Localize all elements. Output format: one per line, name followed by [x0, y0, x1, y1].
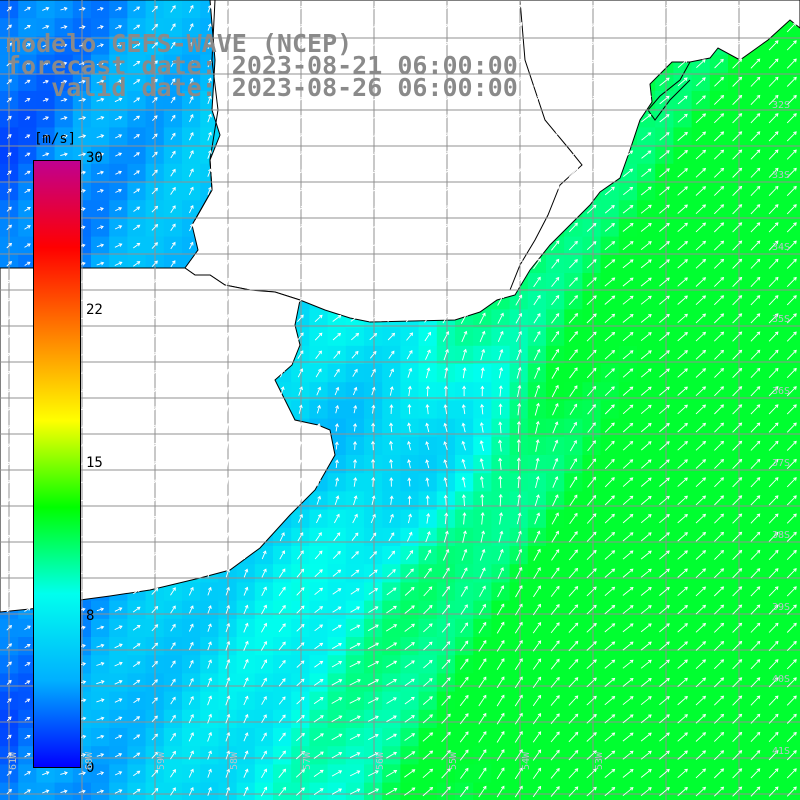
lon-label: 58W — [229, 751, 240, 770]
lat-label: 35S — [772, 314, 791, 325]
lat-label: 32S — [772, 100, 791, 111]
colorbar-unit: [m/s] — [34, 131, 77, 147]
wind-cell — [782, 782, 800, 800]
lat-label: 36S — [772, 386, 791, 397]
lat-label: 33S — [772, 170, 791, 181]
lat-label: 34S — [772, 242, 791, 253]
lat-label: 38S — [772, 530, 791, 541]
lon-label: 60W — [84, 751, 95, 770]
lat-label: 41S — [772, 746, 791, 757]
lon-label: 54W — [521, 751, 532, 770]
lat-label: 39S — [772, 602, 791, 613]
valid-date: valid date: 2023-08-26 06:00:00 — [6, 73, 518, 102]
lon-label: 59W — [156, 751, 167, 770]
lat-label: 40S — [772, 674, 791, 685]
colorbar-tick-22: 22 — [86, 302, 103, 318]
colorbar-tick-15: 15 — [86, 455, 103, 471]
lon-label: 56W — [375, 751, 386, 770]
colorbar — [33, 160, 81, 768]
lon-label: 53W — [594, 751, 605, 770]
lon-label: 55W — [448, 751, 459, 770]
lon-label: 57W — [302, 751, 313, 770]
lat-label: 37S — [772, 458, 791, 469]
colorbar-tick-30: 30 — [86, 150, 103, 166]
lon-label: 61W — [8, 751, 19, 770]
coastline — [0, 0, 800, 323]
colorbar-tick-8: 8 — [86, 608, 95, 624]
